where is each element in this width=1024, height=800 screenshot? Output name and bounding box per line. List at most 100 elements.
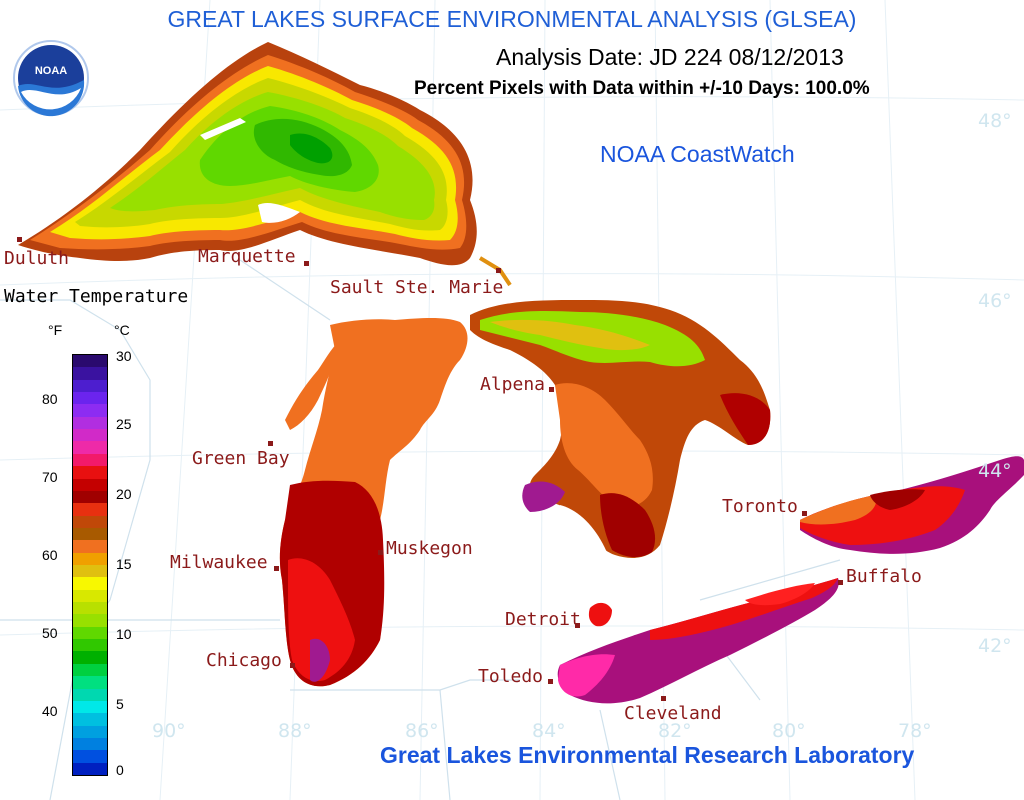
legend-c-tick: 10 bbox=[116, 626, 132, 642]
city-label-green-bay: Green Bay bbox=[192, 448, 290, 469]
legend-color-swatch bbox=[73, 379, 107, 393]
lake-ontario bbox=[800, 456, 1024, 554]
legend-color-swatch bbox=[73, 626, 107, 640]
legend-color-swatch bbox=[73, 503, 107, 517]
city-marker bbox=[378, 550, 383, 555]
footer-lab-name: Great Lakes Environmental Research Labor… bbox=[380, 742, 915, 768]
city-marker bbox=[290, 663, 295, 668]
percent-pixels-text: Percent Pixels with Data within +/-10 Da… bbox=[414, 78, 870, 99]
lake-st-clair bbox=[588, 602, 612, 627]
city-marker bbox=[838, 580, 843, 585]
legend-color-swatch bbox=[73, 614, 107, 628]
lon-label: 86° bbox=[405, 720, 439, 742]
lon-label: 90° bbox=[152, 720, 186, 742]
city-marker bbox=[802, 511, 807, 516]
legend-color-swatch bbox=[73, 639, 107, 652]
city-marker bbox=[548, 679, 553, 684]
lake-erie bbox=[557, 578, 839, 704]
legend-c-tick: 5 bbox=[116, 696, 124, 712]
page-title: GREAT LAKES SURFACE ENVIRONMENTAL ANALYS… bbox=[167, 6, 857, 32]
city-label-buffalo: Buffalo bbox=[846, 566, 922, 587]
legend-c-tick: 20 bbox=[116, 486, 132, 502]
legend-color-swatch bbox=[73, 737, 107, 751]
lon-label: 80° bbox=[772, 720, 806, 742]
legend-color-swatch bbox=[73, 750, 107, 764]
legend-color-swatch bbox=[73, 663, 107, 677]
legend-color-swatch bbox=[73, 589, 107, 603]
city-label-alpena: Alpena bbox=[480, 374, 546, 395]
legend-color-swatch bbox=[73, 490, 107, 504]
legend-c-unit: °C bbox=[114, 322, 130, 338]
city-marker bbox=[661, 696, 666, 701]
city-label-chicago: Chicago bbox=[206, 650, 282, 671]
city-marker bbox=[304, 261, 309, 266]
city-label-duluth: Duluth bbox=[4, 248, 70, 269]
legend-color-swatch bbox=[73, 429, 107, 442]
legend-color-swatch bbox=[73, 552, 107, 566]
noaa-logo-icon: NOAA bbox=[13, 40, 89, 117]
city-label-cleveland: Cleveland bbox=[624, 703, 722, 724]
lake-huron bbox=[470, 300, 771, 558]
city-marker bbox=[17, 237, 22, 242]
city-label-detroit: Detroit bbox=[505, 609, 581, 630]
city-marker bbox=[496, 268, 501, 273]
legend-color-swatch bbox=[73, 713, 107, 727]
legend-color-swatch bbox=[73, 725, 107, 739]
lon-label: 82° bbox=[658, 720, 692, 742]
legend-color-swatch bbox=[73, 540, 107, 554]
legend-f-tick: 70 bbox=[42, 469, 58, 485]
legend-color-swatch bbox=[73, 416, 107, 430]
legend-color-swatch bbox=[73, 367, 107, 381]
city-label-toronto: Toronto bbox=[722, 496, 798, 517]
city-label-marquette: Marquette bbox=[198, 246, 296, 267]
legend-color-swatch bbox=[73, 762, 107, 776]
lat-label: 42° bbox=[978, 635, 1012, 657]
city-label-sault-ste-marie: Sault Ste. Marie bbox=[330, 277, 504, 298]
legend-f-tick: 60 bbox=[42, 547, 58, 563]
legend-f-tick: 50 bbox=[42, 625, 58, 641]
legend-c-tick: 25 bbox=[116, 416, 132, 432]
lon-label: 88° bbox=[278, 720, 312, 742]
city-marker bbox=[274, 566, 279, 571]
lat-label: 46° bbox=[978, 290, 1012, 312]
legend-c-tick: 15 bbox=[116, 556, 132, 572]
noaa-logo-text: NOAA bbox=[35, 65, 67, 77]
city-label-toledo: Toledo bbox=[478, 666, 544, 687]
city-marker bbox=[268, 441, 273, 446]
legend-color-swatch bbox=[73, 602, 107, 615]
legend-color-swatch bbox=[73, 515, 107, 529]
legend-colorbar bbox=[72, 354, 108, 776]
legend-color-swatch bbox=[73, 355, 107, 368]
legend-color-swatch bbox=[73, 577, 107, 591]
legend-color-swatch bbox=[73, 441, 107, 455]
analysis-date: Analysis Date: JD 224 08/12/2013 bbox=[496, 44, 844, 70]
city-marker bbox=[549, 387, 554, 392]
legend-color-swatch bbox=[73, 453, 107, 467]
city-label-milwaukee: Milwaukee bbox=[170, 552, 268, 573]
legend-color-swatch bbox=[73, 527, 107, 541]
legend-color-swatch bbox=[73, 404, 107, 418]
legend-f-tick: 40 bbox=[42, 703, 58, 719]
lake-michigan bbox=[279, 318, 468, 687]
lat-label: 44° bbox=[978, 460, 1012, 482]
legend-color-swatch bbox=[73, 466, 107, 480]
legend-title: Water Temperature bbox=[4, 286, 189, 307]
lon-label: 84° bbox=[532, 720, 566, 742]
legend-color-swatch bbox=[73, 478, 107, 492]
legend-c-tick: 30 bbox=[116, 348, 132, 364]
legend-color-swatch bbox=[73, 651, 107, 665]
legend-color-swatch bbox=[73, 676, 107, 690]
lake-superior bbox=[18, 42, 477, 266]
legend-f-unit: °F bbox=[48, 322, 63, 338]
lon-label: 78° bbox=[898, 720, 932, 742]
legend-color-swatch bbox=[73, 565, 107, 578]
legend-color-swatch bbox=[73, 700, 107, 714]
legend-color-swatch bbox=[73, 688, 107, 702]
legend-color-swatch bbox=[73, 392, 107, 405]
legend-f-tick: 80 bbox=[42, 391, 58, 407]
city-label-muskegon: Muskegon bbox=[386, 538, 473, 559]
lat-label: 48° bbox=[978, 110, 1012, 132]
city-marker bbox=[575, 623, 580, 628]
coastwatch-label: NOAA CoastWatch bbox=[600, 141, 795, 167]
